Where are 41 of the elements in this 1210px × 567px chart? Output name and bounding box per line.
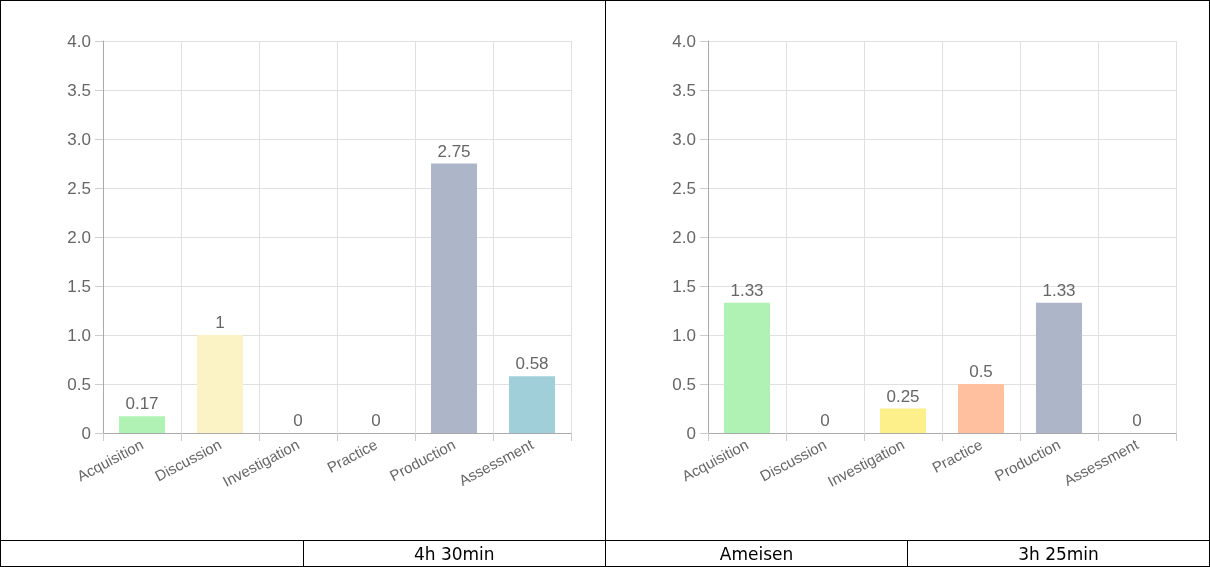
y-tick-label: 1.0 <box>67 325 91 345</box>
y-tick-label: 4.0 <box>67 31 91 51</box>
y-tick-label: 1.0 <box>672 325 696 345</box>
bar <box>119 416 165 433</box>
data-label: 0.17 <box>125 394 159 414</box>
data-label: 0 <box>293 411 303 430</box>
y-tick-label: 0.5 <box>672 374 696 394</box>
data-label: 1.33 <box>730 280 764 300</box>
y-tick-label: 0.5 <box>67 374 91 394</box>
data-label: 1.33 <box>1042 280 1076 300</box>
y-tick-label: 3.5 <box>67 80 91 100</box>
text: 3h 25min <box>907 541 1209 566</box>
bar <box>197 335 243 433</box>
y-tick-label: 4.0 <box>672 31 696 51</box>
bar <box>431 163 477 433</box>
y-tick-label: 2.5 <box>67 178 91 198</box>
bar <box>958 384 1004 433</box>
data-label: 0 <box>371 411 381 430</box>
y-tick-label: 2.0 <box>67 227 91 247</box>
data-label: 0.58 <box>515 354 549 374</box>
data-label: 2.75 <box>437 141 471 161</box>
y-tick-label: 3.0 <box>672 129 696 149</box>
data-label: 1 <box>215 313 225 332</box>
bar <box>1036 302 1082 433</box>
text: 4h 30min <box>302 541 605 566</box>
bar <box>724 302 770 433</box>
y-tick-label: 3.5 <box>672 80 696 100</box>
y-tick-label: 0 <box>686 423 696 443</box>
data-label: 0.5 <box>969 362 993 381</box>
y-tick-label: 2.5 <box>672 178 696 198</box>
bar <box>880 408 926 433</box>
bar <box>509 376 555 433</box>
text: Ameisen <box>718 542 795 566</box>
data-label: 0 <box>820 411 830 430</box>
y-tick-label: 2.0 <box>672 227 696 247</box>
data-label: 0 <box>1132 411 1142 430</box>
data-label: 0.25 <box>886 386 920 406</box>
y-tick-label: 1.5 <box>67 276 91 296</box>
y-tick-label: 0 <box>81 423 91 443</box>
y-tick-label: 1.5 <box>672 276 696 296</box>
y-tick-label: 3.0 <box>67 129 91 149</box>
